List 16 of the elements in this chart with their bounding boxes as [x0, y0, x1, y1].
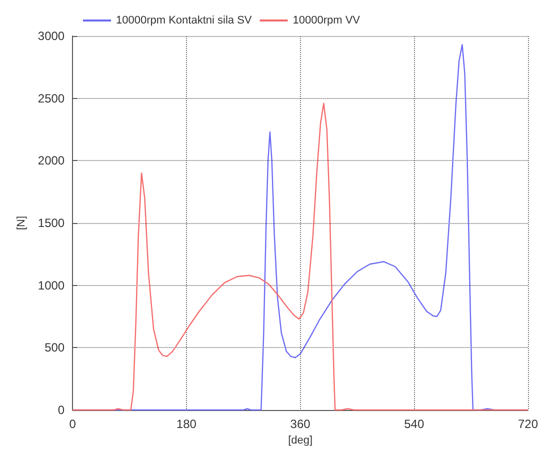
x-tick-label: 540: [404, 417, 424, 431]
x-tick-label: 0: [69, 417, 76, 431]
legend-label: 10000rpm Kontaktni sila SV: [116, 14, 252, 26]
x-tick-label: 360: [290, 417, 311, 431]
y-tick-label: 3000: [38, 29, 65, 43]
x-tick-label: 180: [176, 417, 197, 431]
y-tick-label: 2000: [38, 154, 65, 168]
y-tick-label: 1000: [38, 278, 65, 292]
y-tick-label: 2500: [38, 91, 65, 106]
x-tick-label: 720: [518, 417, 538, 431]
y-tick-label: 0: [58, 403, 65, 417]
y-axis-title: [N]: [16, 216, 28, 230]
y-tick-label: 500: [44, 340, 65, 355]
legend-label: 10000rpm VV: [292, 14, 361, 26]
y-tick-label: 1500: [38, 216, 65, 230]
x-axis-title: [deg]: [288, 434, 313, 446]
